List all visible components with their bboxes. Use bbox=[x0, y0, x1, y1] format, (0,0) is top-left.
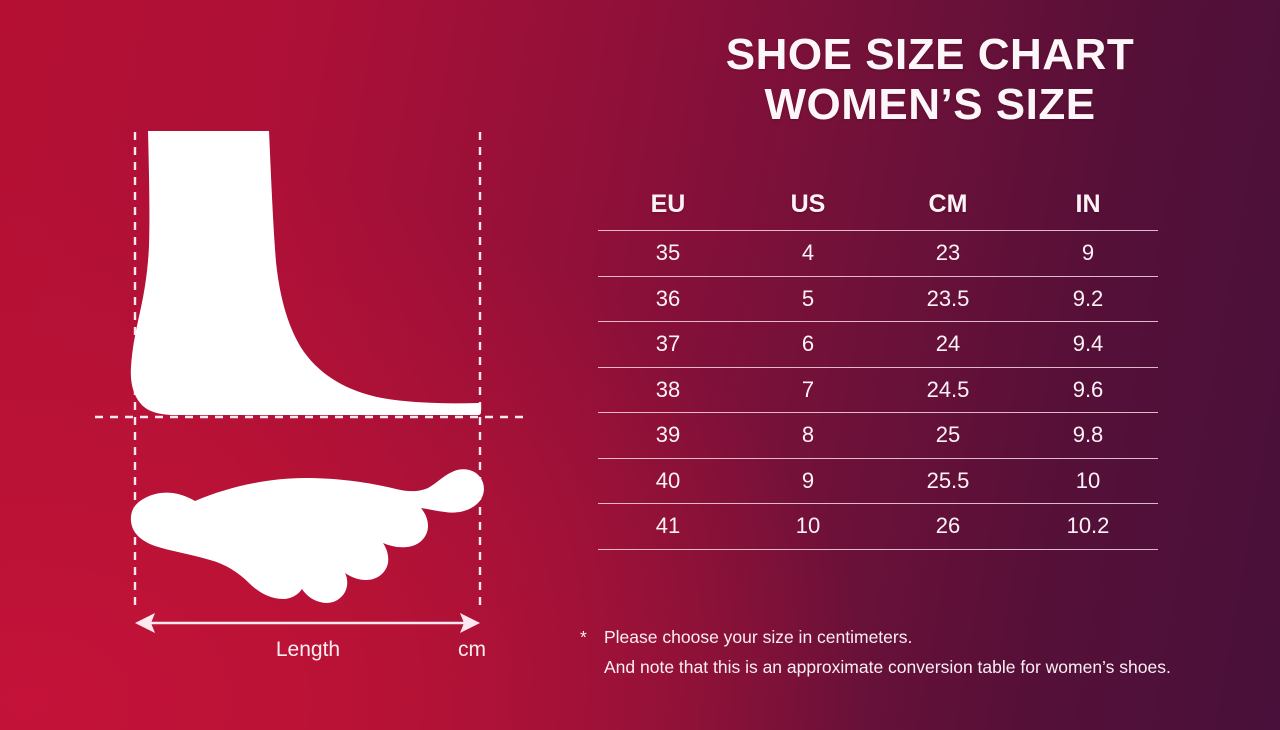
cell-in: 9 bbox=[1081, 240, 1095, 265]
row-divider bbox=[598, 548, 1158, 550]
row-divider bbox=[598, 230, 1158, 231]
foot-diagram-svg: .dash { stroke:#ffe9f1; stroke-width:2.4… bbox=[95, 131, 528, 661]
cell-us: 7 bbox=[801, 376, 815, 402]
cell-us: 6 bbox=[801, 331, 815, 356]
table-row: 38 7 24.5 9.6 bbox=[598, 368, 1158, 413]
cell-in: 10.2 bbox=[1066, 513, 1110, 538]
cell-cm: 25 bbox=[935, 422, 961, 447]
row-divider bbox=[598, 412, 1158, 413]
cell-us: 10 bbox=[795, 513, 821, 538]
footnote: * Please choose your size in centimeters… bbox=[580, 622, 1280, 682]
page-title: SHOE SIZE CHART WOMEN’S SIZE bbox=[580, 30, 1280, 130]
foot-side-silhouette bbox=[130, 131, 482, 415]
footnote-text-1: Please choose your size in centimeters. bbox=[604, 627, 913, 647]
column-header-in: IN bbox=[1075, 190, 1101, 218]
foot-top-silhouette bbox=[130, 469, 484, 603]
row-divider bbox=[598, 457, 1158, 459]
cell-in: 9.6 bbox=[1072, 376, 1104, 402]
footnote-line-2: * And note that this is an approximate c… bbox=[580, 652, 1280, 682]
table-row: 41 10 26 10.2 bbox=[598, 504, 1158, 549]
title-line-2: WOMEN’S SIZE bbox=[764, 80, 1096, 129]
cell-eu: 36 bbox=[655, 285, 681, 311]
cell-eu: 35 bbox=[655, 240, 681, 265]
row-divider bbox=[598, 503, 1158, 504]
cell-eu: 38 bbox=[655, 376, 681, 402]
cell-cm: 24 bbox=[935, 331, 961, 356]
arrow-head-left-icon bbox=[135, 613, 155, 633]
table-row: 40 9 25.5 10 bbox=[598, 459, 1158, 504]
column-header-eu: EU bbox=[650, 190, 686, 218]
row-divider bbox=[598, 366, 1158, 368]
table-row: 35 4 23 9 bbox=[598, 231, 1158, 276]
cell-cm: 25.5 bbox=[926, 467, 970, 493]
table-row: 37 6 24 9.4 bbox=[598, 322, 1158, 367]
cell-us: 9 bbox=[801, 467, 815, 493]
cell-us: 4 bbox=[801, 240, 815, 265]
unit-label: cm bbox=[458, 638, 486, 661]
table-row: 36 5 23.5 9.2 bbox=[598, 277, 1158, 322]
length-label: Length bbox=[276, 638, 340, 661]
cell-eu: 39 bbox=[655, 422, 681, 447]
cell-us: 8 bbox=[801, 422, 815, 447]
cell-in: 9.8 bbox=[1072, 422, 1104, 447]
cell-cm: 24.5 bbox=[926, 376, 970, 402]
cell-eu: 40 bbox=[655, 467, 681, 493]
content-panel: SHOE SIZE CHART WOMEN’S SIZE EU US CM IN… bbox=[580, 0, 1280, 730]
title-line-1: SHOE SIZE CHART bbox=[725, 30, 1135, 79]
column-header-cm: CM bbox=[928, 190, 968, 218]
cell-us: 5 bbox=[801, 285, 815, 311]
table-row: 39 8 25 9.8 bbox=[598, 413, 1158, 458]
cell-in: 10 bbox=[1075, 467, 1101, 493]
column-header-us: US bbox=[790, 190, 826, 218]
cell-in: 9.4 bbox=[1072, 331, 1104, 356]
footnote-line-1: * Please choose your size in centimeters… bbox=[580, 622, 1280, 652]
cell-cm: 23.5 bbox=[926, 285, 970, 311]
cell-cm: 23 bbox=[935, 240, 961, 265]
table-header-row: EU US CM IN bbox=[598, 185, 1158, 223]
cell-in: 9.2 bbox=[1072, 285, 1104, 311]
footnote-text-2: And note that this is an approximate con… bbox=[604, 657, 1171, 677]
cell-eu: 41 bbox=[655, 513, 681, 538]
cell-eu: 37 bbox=[655, 331, 681, 356]
row-divider bbox=[598, 321, 1158, 322]
foot-illustration: .dash { stroke:#ffe9f1; stroke-width:2.4… bbox=[0, 0, 580, 730]
row-divider bbox=[598, 275, 1158, 277]
footnote-asterisk: * bbox=[580, 627, 587, 647]
cell-cm: 26 bbox=[935, 513, 961, 538]
size-conversion-table: EU US CM IN 35 4 23 9 36 5 23.5 9.2 37 bbox=[598, 185, 1158, 550]
arrow-head-right-icon bbox=[460, 613, 480, 633]
